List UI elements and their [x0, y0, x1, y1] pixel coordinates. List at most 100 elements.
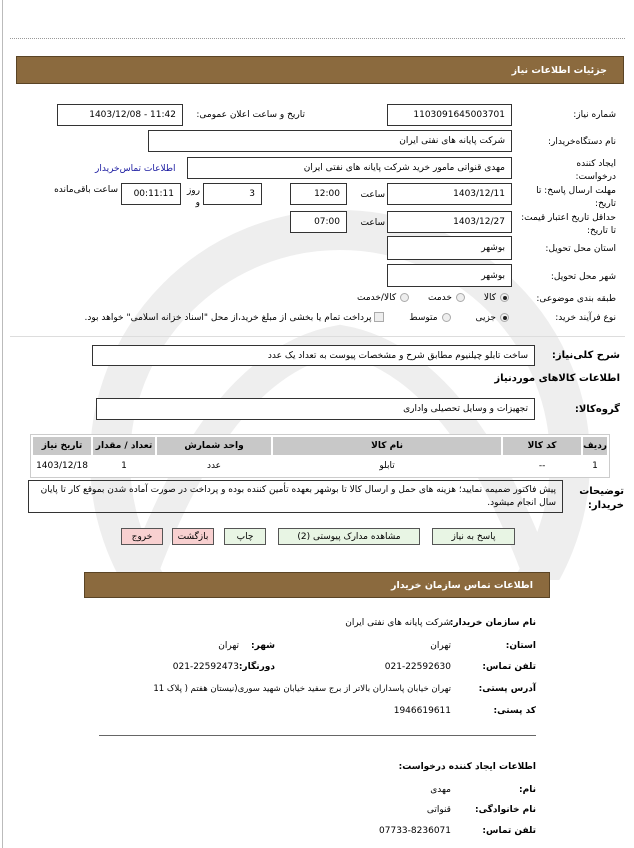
section-title: جزئیات اطلاعات نیاز: [511, 64, 607, 76]
checkbox-label: پرداخت تمام یا بخشی از مبلغ خرید،از محل …: [84, 312, 372, 323]
section-title: اطلاعات تماس سازمان خریدار: [390, 579, 533, 591]
col-row: ردیف: [583, 437, 607, 455]
days-field[interactable]: 3: [203, 183, 262, 205]
phone-label: تلفن تماس:: [482, 662, 536, 672]
creator-name-label: نام:: [519, 785, 536, 795]
city-contact-value: تهران: [218, 641, 239, 651]
cell-row: 1: [592, 461, 598, 471]
goods-table: ردیف کد کالا نام کالا واحد شمارش تعداد /…: [30, 434, 610, 478]
col-name: نام کالا: [273, 437, 502, 455]
remaining-label: ساعت باقی‌مانده: [54, 185, 118, 195]
table-header-row: ردیف کد کالا نام کالا واحد شمارش تعداد /…: [33, 437, 607, 455]
need-number-field[interactable]: 1103091645003701: [387, 104, 512, 126]
org-label: نام سازمان خریدار:: [449, 618, 536, 628]
city-label: شهر محل تحویل:: [550, 272, 616, 282]
summary-field[interactable]: ساخت تابلو چیلنیوم مطابق شرح و مشخصات پی…: [92, 345, 535, 366]
creator-name-value: مهدی: [430, 785, 451, 795]
top-divider: [10, 38, 625, 39]
city-contact-label: شهر:: [251, 641, 275, 651]
goods-group-field[interactable]: تجهیزات و وسایل تحصیلی واداری: [96, 398, 535, 420]
goods-group-label: گروه‌کالا:: [574, 404, 620, 415]
deadline-time-field[interactable]: 12:00: [290, 183, 347, 205]
announce-label: تاریخ و ساعت اعلان عمومی:: [196, 110, 305, 120]
divider: [99, 735, 536, 736]
buyer-org-label: نام دستگاه‌خریدار:: [547, 137, 616, 147]
city-field[interactable]: بوشهر: [387, 264, 512, 287]
col-unit: واحد شمارش: [157, 437, 271, 455]
announce-value: 1403/12/08 - 11:42: [89, 110, 176, 120]
cell-code: --: [538, 461, 546, 471]
validity-date-value: 1403/12/27: [453, 217, 505, 227]
remaining-time-field[interactable]: 00:11:11: [121, 183, 181, 205]
radio-label: کالا: [483, 293, 496, 303]
category-label: طبقه بندی موضوعی:: [536, 294, 616, 304]
postal-label: کد پستی:: [493, 706, 536, 716]
creator-field[interactable]: مهدی قنواتی مامور خرید شرکت پایانه های ن…: [187, 157, 512, 179]
validity-time-field[interactable]: 07:00: [290, 211, 347, 233]
creator-phone-label: تلفن تماس:: [482, 826, 536, 836]
process-label: نوع فرآیند خرید:: [555, 313, 616, 323]
radio-label: خدمت: [428, 293, 452, 303]
days-value: 3: [249, 189, 255, 199]
exit-button[interactable]: خروج: [121, 528, 163, 545]
city-value: بوشهر: [481, 270, 505, 281]
creator-info-title: اطلاعات ایجاد کننده درخواست:: [398, 762, 536, 772]
address-label: آدرس پستی:: [478, 684, 536, 694]
fax-value: 021-22592473: [172, 662, 239, 672]
radio-service[interactable]: خدمت: [428, 293, 465, 303]
validity-time-value: 07:00: [314, 217, 340, 227]
org-value: شرکت پایانه های نفتی ایران: [345, 618, 451, 628]
buyer-org-value: شرکت پایانه های نفتی ایران: [399, 136, 505, 146]
creator-label: ایجاد کننده درخواست:: [575, 159, 616, 182]
deadline-time-value: 12:00: [314, 189, 340, 199]
deadline-date-field[interactable]: 1403/12/11: [387, 183, 512, 205]
creator-phone-value: 07733-8236071: [379, 826, 451, 836]
radio-icon: [455, 293, 465, 302]
radio-goods[interactable]: کالا: [484, 293, 509, 303]
radio-label: متوسط: [409, 312, 438, 323]
province-field[interactable]: بوشهر: [387, 236, 512, 260]
phone-value: 021-22592630: [384, 662, 451, 672]
deadline-date-value: 1403/12/11: [453, 189, 505, 199]
validity-label: حداقل تاریخ اعتبار قیمت: تا تاریخ:: [521, 213, 616, 236]
radio-goods-service[interactable]: کالا/خدمت: [357, 293, 410, 303]
province-label: استان محل تحویل:: [545, 244, 616, 254]
notes-label: توضیحات خریدار:: [579, 486, 624, 511]
radio-label: جزیی: [475, 312, 496, 323]
province-contact-value: تهران: [430, 641, 451, 651]
creator-family-value: قنواتی: [426, 805, 451, 815]
creator-family-label: نام خانوادگی:: [474, 805, 536, 815]
validity-date-field[interactable]: 1403/12/27: [387, 211, 512, 233]
need-number-label: شماره نیاز:: [573, 110, 616, 120]
province-contact-label: استان:: [505, 641, 536, 651]
address-value: تهران خیابان پاسداران بالاتر از برج سفید…: [153, 684, 451, 694]
cell-name: تابلو: [379, 461, 395, 471]
cell-qty: 1: [121, 461, 127, 471]
summary-label: شرح کلی‌نیاز:: [551, 350, 620, 361]
attachments-button[interactable]: مشاهده مدارک پیوستی (2): [278, 528, 420, 545]
process-radio-group: جزیی متوسط پرداخت تمام یا بخشی از مبلغ خ…: [85, 312, 509, 323]
back-button[interactable]: بازگشت: [172, 528, 214, 545]
deadline-time-label: ساعت: [360, 190, 386, 200]
col-date: تاریخ نیاز: [33, 437, 91, 455]
reply-button[interactable]: پاسخ به نیاز: [432, 528, 515, 545]
radio-icon: [500, 312, 509, 322]
creator-value: مهدی قنواتی مامور خرید شرکت پایانه های ن…: [303, 163, 505, 173]
radio-medium[interactable]: متوسط: [409, 312, 451, 323]
section-header-buyer-contact: اطلاعات تماس سازمان خریدار: [84, 572, 550, 598]
radio-icon: [400, 293, 410, 302]
radio-icon: [500, 293, 509, 302]
radio-minor[interactable]: جزیی: [475, 312, 509, 323]
divider: [10, 336, 625, 337]
treasury-checkbox[interactable]: پرداخت تمام یا بخشی از مبلغ خرید،از محل …: [84, 312, 385, 323]
category-radio-group: کالا خدمت کالا/خدمت: [357, 293, 509, 303]
province-value: بوشهر: [481, 243, 505, 253]
print-button[interactable]: چاپ: [224, 528, 266, 545]
need-number-value: 1103091645003701: [413, 110, 505, 120]
announce-field[interactable]: 1403/12/08 - 11:42: [57, 104, 183, 126]
radio-icon: [441, 312, 451, 322]
table-row: 1 -- تابلو عدد 1 1403/12/18: [33, 457, 607, 475]
buyer-contact-link[interactable]: اطلاعات تماس‌خریدار: [95, 164, 176, 174]
buyer-org-field[interactable]: شرکت پایانه های نفتی ایران: [148, 130, 512, 152]
checkbox-icon: [374, 312, 385, 322]
